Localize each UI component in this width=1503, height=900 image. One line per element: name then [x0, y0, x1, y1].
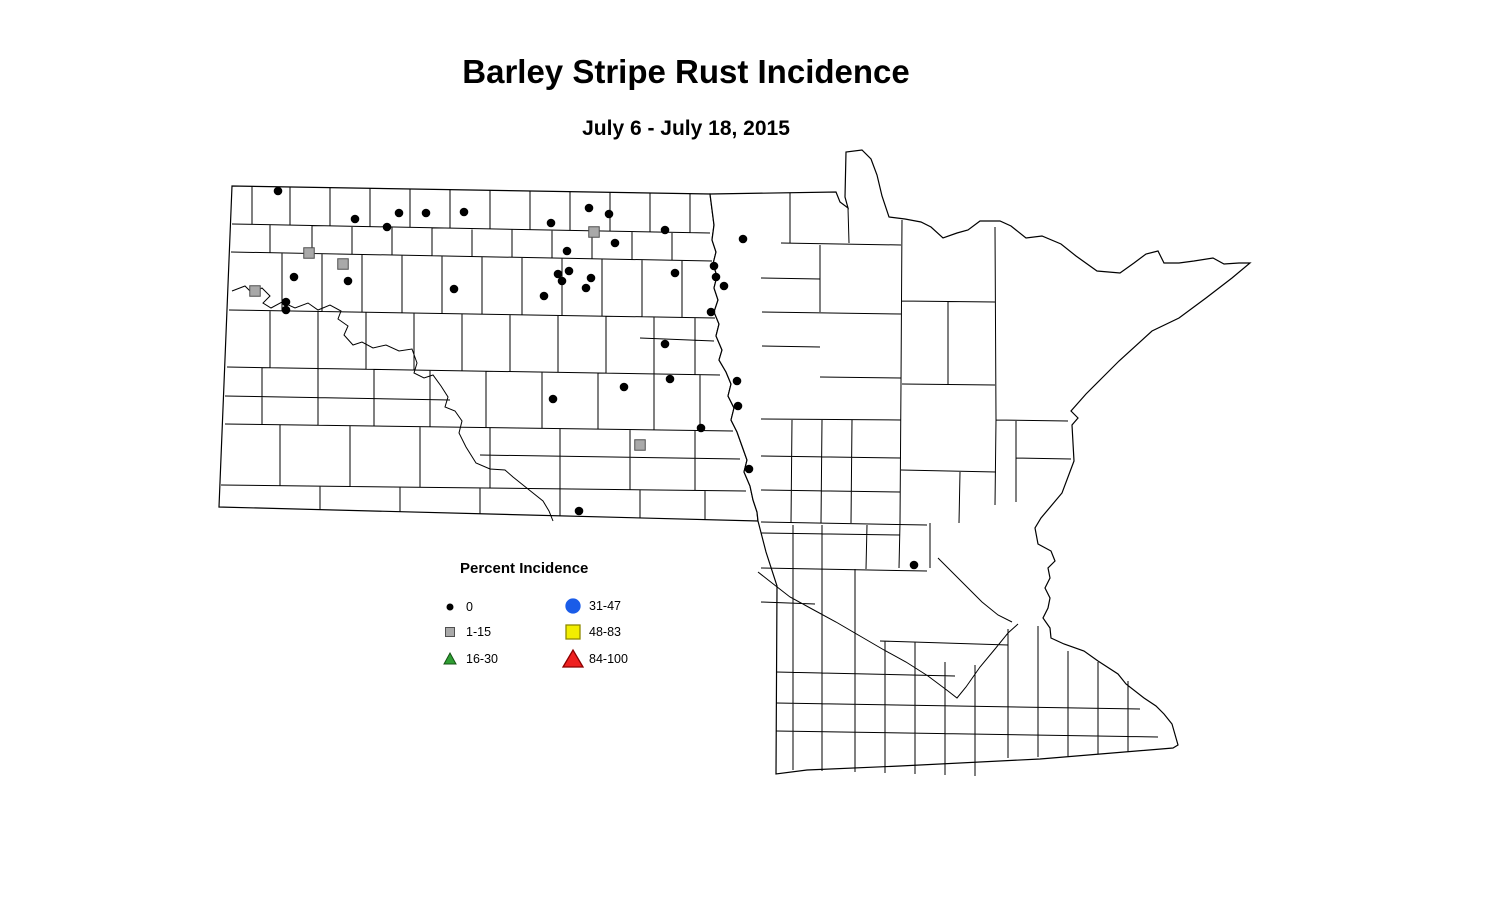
map-point-symbol — [696, 423, 706, 433]
legend-title: Percent Incidence — [460, 560, 589, 577]
legend-label: 31-47 — [589, 599, 621, 613]
map-point-symbol — [289, 272, 299, 282]
map-point-symbol — [445, 627, 455, 637]
legend-label: 16-30 — [466, 652, 498, 666]
black-dot-icon — [446, 603, 454, 611]
legend-item-1: 1-15 — [437, 621, 491, 643]
map-point-symbol — [909, 560, 919, 570]
map-point-symbol — [634, 439, 646, 451]
map-point-symbol — [548, 394, 558, 404]
legend-item-3: 31-47 — [560, 595, 621, 617]
map-point-symbol — [546, 218, 556, 228]
map-point-symbol — [660, 225, 670, 235]
map-point-symbol — [670, 268, 680, 278]
map-point-symbol — [337, 258, 349, 270]
legend-item-2: 16-30 — [437, 648, 498, 670]
map-point-symbol — [738, 234, 748, 244]
map-point-symbol — [443, 651, 457, 665]
north-dakota-outline — [218, 185, 759, 522]
map-title: Barley Stripe Rust Incidence — [462, 53, 910, 90]
map-point-symbol — [565, 624, 581, 640]
map-point-symbol — [281, 305, 291, 315]
legend-item-4: 48-83 — [560, 621, 621, 643]
map-point-symbol — [719, 281, 729, 291]
map-point-symbol — [557, 276, 567, 286]
red-triangle-icon — [561, 648, 585, 668]
blue-circle-icon — [565, 598, 581, 614]
map-point-symbol — [561, 648, 585, 668]
legend: Percent Incidence 0 1-15 16-30 31-47 48-… — [437, 556, 727, 681]
map-point-symbol — [449, 284, 459, 294]
map-point-symbol — [553, 269, 563, 279]
legend-label: 48-83 — [589, 625, 621, 639]
map-point-symbol — [394, 208, 404, 218]
map-point-symbol — [665, 374, 675, 384]
map-point-symbol — [281, 297, 291, 307]
map-point-symbol — [343, 276, 353, 286]
map-point-symbol — [421, 208, 431, 218]
legend-label: 0 — [466, 600, 473, 614]
legend-item-5: 84-100 — [560, 648, 628, 670]
map-point-symbol — [249, 285, 261, 297]
legend-item-0: 0 — [437, 596, 473, 618]
map-point-symbol — [588, 226, 600, 238]
map-point-symbol — [733, 401, 743, 411]
map-subtitle: July 6 - July 18, 2015 — [582, 117, 790, 140]
map-point-symbol — [706, 307, 716, 317]
map-point-symbol — [273, 186, 283, 196]
map-point-symbol — [446, 603, 454, 611]
map-point-symbol — [350, 214, 360, 224]
green-triangle-icon — [443, 651, 457, 665]
map-point-symbol — [565, 598, 581, 614]
legend-label: 84-100 — [589, 652, 628, 666]
map-point-symbol — [459, 207, 469, 217]
map-point-symbol — [619, 382, 629, 392]
legend-label: 1-15 — [466, 625, 492, 639]
map-point-symbol — [709, 261, 719, 271]
map-point-symbol — [586, 273, 596, 283]
missouri-river-line — [231, 285, 554, 522]
north-dakota-county-lines — [220, 186, 747, 520]
map-point-symbol — [581, 283, 591, 293]
map-point-symbol — [744, 464, 754, 474]
yellow-square-icon — [565, 624, 581, 640]
map-point-symbol — [660, 339, 670, 349]
map-point-symbol — [604, 209, 614, 219]
gray-square-icon — [445, 627, 455, 637]
minnesota-outline — [709, 149, 1252, 775]
map-point-symbol — [564, 266, 574, 276]
minnesota-county-lines — [757, 193, 1159, 776]
map-point-symbol — [562, 246, 572, 256]
map-point-symbol — [610, 238, 620, 248]
map-point-symbol — [711, 272, 721, 282]
data-points — [249, 186, 919, 570]
map-point-symbol — [732, 376, 742, 386]
map-point-symbol — [539, 291, 549, 301]
map-point-symbol — [303, 247, 315, 259]
map-point-symbol — [584, 203, 594, 213]
map-point-symbol — [574, 506, 584, 516]
map-point-symbol — [382, 222, 392, 232]
